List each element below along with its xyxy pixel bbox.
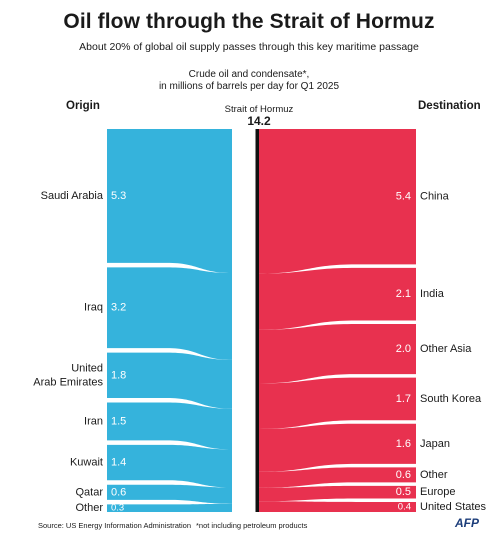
origin-label-other: Other: [75, 502, 103, 514]
origin-value-iraq: 3.2: [111, 302, 126, 314]
origin-value-iran: 1.5: [111, 415, 126, 427]
destination-flow-other: [259, 467, 416, 488]
destination-value-japan: 1.6: [396, 438, 411, 450]
origin-label-iran: Iran: [84, 415, 103, 427]
origin-label-qatar: Qatar: [75, 486, 103, 498]
origin-value-other: 0.3: [111, 503, 124, 514]
destination-label-united-states: United States: [420, 501, 487, 513]
origin-column-header: Origin: [66, 100, 100, 112]
origin-flow-iraq: [107, 267, 232, 360]
destination-flow-china: [259, 129, 416, 274]
origin-label-saudi-arabia: Saudi Arabia: [41, 190, 104, 202]
destination-label-south-korea: South Korea: [420, 393, 482, 405]
origin-label-united-arab-emirates-line1: United: [71, 362, 103, 374]
origin-flow-iran: [107, 402, 232, 450]
footnote: *not including petroleum products: [196, 521, 308, 530]
destination-label-china: China: [420, 191, 450, 203]
destination-flow-japan: [259, 423, 416, 472]
destination-value-europe: 0.5: [396, 486, 411, 498]
origin-flow-saudi-arabia: [107, 129, 232, 273]
origin-flow-other: [107, 503, 232, 512]
source-note: Source: US Energy Information Administra…: [38, 521, 191, 530]
origin-label-united-arab-emirates-line2: Arab Emirates: [33, 376, 103, 388]
strait-label: Strait of Hormuz: [224, 104, 294, 115]
origin-flow-qatar: [107, 484, 232, 504]
destination-value-china: 5.4: [396, 191, 411, 203]
destination-value-united-states: 0.4: [398, 501, 411, 512]
destination-flow-india: [259, 267, 416, 330]
destination-flow-south-korea: [259, 377, 416, 429]
destination-value-south-korea: 1.7: [396, 393, 411, 405]
destination-column-header: Destination: [418, 100, 481, 112]
unit-label-line1: Crude oil and condensate*,: [188, 69, 310, 80]
destination-label-other-asia: Other Asia: [420, 343, 472, 355]
destination-value-india: 2.1: [396, 288, 411, 300]
destination-flow-europe: [259, 485, 416, 502]
unit-label-line2: in millions of barrels per day for Q1 20…: [158, 81, 340, 92]
destination-label-india: India: [420, 288, 445, 300]
destination-value-other-asia: 2.0: [396, 343, 411, 355]
destination-flow-other-asia: [259, 324, 416, 384]
destination-label-europe: Europe: [420, 486, 455, 498]
destination-label-japan: Japan: [420, 438, 450, 450]
origin-value-saudi-arabia: 5.3: [111, 190, 126, 202]
chart-title: Oil flow through the Strait of Hormuz: [63, 10, 435, 33]
origin-label-kuwait: Kuwait: [70, 457, 103, 469]
destination-value-other: 0.6: [396, 469, 411, 481]
origin-flow-kuwait: [107, 444, 232, 488]
strait-total-value: 14.2: [247, 114, 271, 128]
destination-label-other: Other: [420, 469, 448, 481]
origin-value-united-arab-emirates: 1.8: [111, 369, 126, 381]
chart-subtitle: About 20% of global oil supply passes th…: [79, 41, 419, 53]
strait-bar: [255, 129, 259, 512]
afp-logo: AFP: [455, 516, 479, 530]
origin-label-iraq: Iraq: [84, 302, 103, 314]
origin-flow-united-arab-emirates: [107, 352, 232, 409]
destination-flow-united-states: [259, 501, 416, 512]
origin-value-qatar: 0.6: [111, 486, 126, 498]
origin-value-kuwait: 1.4: [111, 457, 126, 469]
